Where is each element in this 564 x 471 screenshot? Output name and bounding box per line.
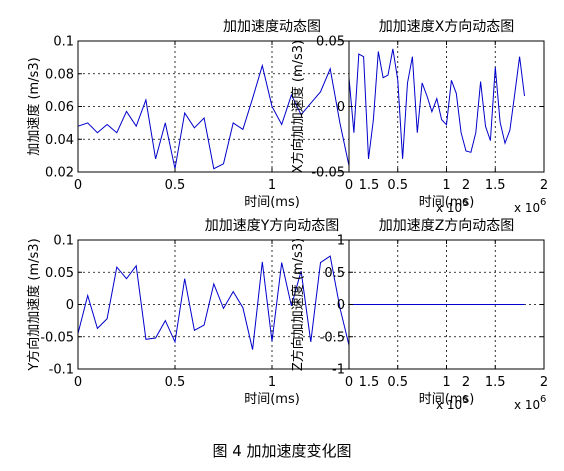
x-tick-label: 0.5 <box>165 178 186 193</box>
figure-caption: 图 4 加加速度变化图 <box>212 442 352 460</box>
y-tick-label: 0.08 <box>45 67 74 82</box>
y-tick-label: -0.05 <box>40 330 74 345</box>
x-tick-label: 0.5 <box>387 178 408 193</box>
y-tick-label: -1 <box>332 363 345 378</box>
x-tick-label: 1 <box>268 375 276 390</box>
x-tick-label: 0 <box>345 375 353 390</box>
chart-title: 加加速度X方向动态图 <box>379 19 515 35</box>
y-tick-label: 0.04 <box>45 133 74 148</box>
chart-title: 加加速度Z方向动态图 <box>379 218 515 234</box>
x-tick-label: 2 <box>540 375 548 390</box>
x-axis-multiplier-exponent: 6 <box>462 394 468 405</box>
x-axis-multiplier: x 10 <box>436 398 462 412</box>
x-tick-label: 0.5 <box>387 375 408 390</box>
y-tick-label: 0.05 <box>316 35 345 50</box>
x-axis-label: 时间(ms) <box>244 195 300 210</box>
x-tick-label: 0.5 <box>165 375 186 390</box>
x-tick-label: 0 <box>74 375 82 390</box>
y-axis-label: Z方向加加速度 (m/s3) <box>290 238 306 371</box>
x-tick-label: 2 <box>462 375 470 390</box>
x-tick-label: 0 <box>345 178 353 193</box>
x-axis-multiplier-exponent: 6 <box>540 197 546 208</box>
x-tick-label: 1 <box>442 178 450 193</box>
y-tick-label: 0.1 <box>53 35 74 50</box>
x-tick-label: 1.5 <box>485 375 506 390</box>
x-axis-multiplier: x 10 <box>514 201 540 215</box>
y-tick-label: -0.1 <box>49 363 74 378</box>
y-axis-label: Y方向加加速度 (m/s3) <box>26 238 42 371</box>
x-axis-label: 时间(ms) <box>419 195 475 210</box>
x-axis-label: 时间(ms) <box>244 392 300 407</box>
y-tick-label: 0.02 <box>45 166 74 181</box>
x-axis-multiplier: x 10 <box>514 398 540 412</box>
y-tick-label: 0 <box>337 100 345 115</box>
y-tick-label: 0.5 <box>324 266 345 281</box>
x-tick-label: 2 <box>540 178 548 193</box>
x-tick-label: 1 <box>268 178 276 193</box>
chart-title: 加加速度Y方向动态图 <box>205 218 340 234</box>
x-tick-label: 0 <box>74 178 82 193</box>
x-axis-multiplier: x 10 <box>436 201 462 215</box>
x-tick-label: 2 <box>462 178 470 193</box>
y-tick-label: 1 <box>337 234 345 249</box>
x-axis-multiplier-exponent: 6 <box>462 197 468 208</box>
y-tick-label: -0.05 <box>311 166 345 181</box>
y-tick-label: 0 <box>66 298 74 313</box>
y-tick-label: 0.1 <box>53 234 74 249</box>
y-tick-label: 0 <box>337 298 345 313</box>
y-tick-label: -0.5 <box>320 330 345 345</box>
x-tick-label: 1.5 <box>485 178 506 193</box>
x-tick-label: 1 <box>442 375 450 390</box>
y-tick-label: 0.05 <box>45 266 74 281</box>
chart-title: 加加速度动态图 <box>223 19 321 35</box>
x-tick-label: 1.5 <box>359 178 380 193</box>
y-axis-label: 加加速度 (m/s3) <box>26 57 42 155</box>
series-line <box>348 48 525 159</box>
y-axis-label: X方向加加速度 (m/s3) <box>290 40 306 173</box>
y-tick-label: 0.06 <box>45 100 74 115</box>
x-axis-label: 时间(ms) <box>419 392 475 407</box>
x-tick-label: 1.5 <box>359 375 380 390</box>
x-axis-multiplier-exponent: 6 <box>540 394 546 405</box>
